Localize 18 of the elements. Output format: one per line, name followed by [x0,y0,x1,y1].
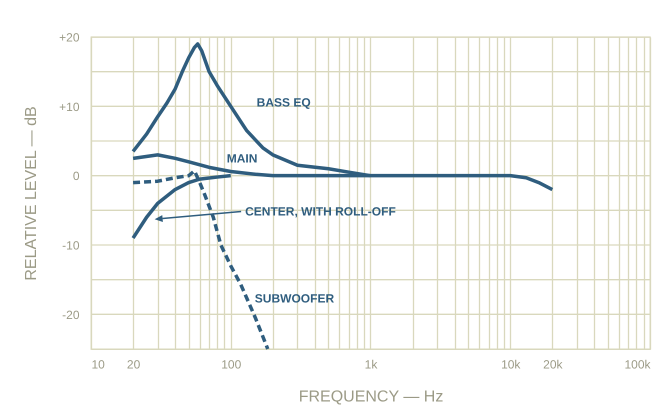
x-tick-label: 1k [364,358,378,372]
x-tick-label: 100 [221,358,242,372]
text: CENTER, WITH ROLL-OFF [245,204,396,219]
x-tick-label: 20k [543,358,564,372]
y-tick-label: +20 [59,30,80,44]
x-axis-title: FREQUENCY — Hz [298,388,444,406]
y-tick-label: +10 [59,100,80,114]
y-tick-label: 0 [72,169,80,184]
y-axis-title: RELATIVE LEVEL — dB [23,106,40,281]
x-tick-label: 100k [624,358,652,372]
x-tick-label: 10k [501,358,522,372]
x-tick-label: 20 [126,358,141,372]
series-label: MAIN [226,152,258,166]
y-tick-label: -20 [62,308,80,322]
series-label: SUBWOOFER [254,292,334,306]
x-tick-label: 10 [92,358,106,372]
series-label: BASS EQ [256,96,311,110]
y-tick-label: -10 [62,238,80,252]
